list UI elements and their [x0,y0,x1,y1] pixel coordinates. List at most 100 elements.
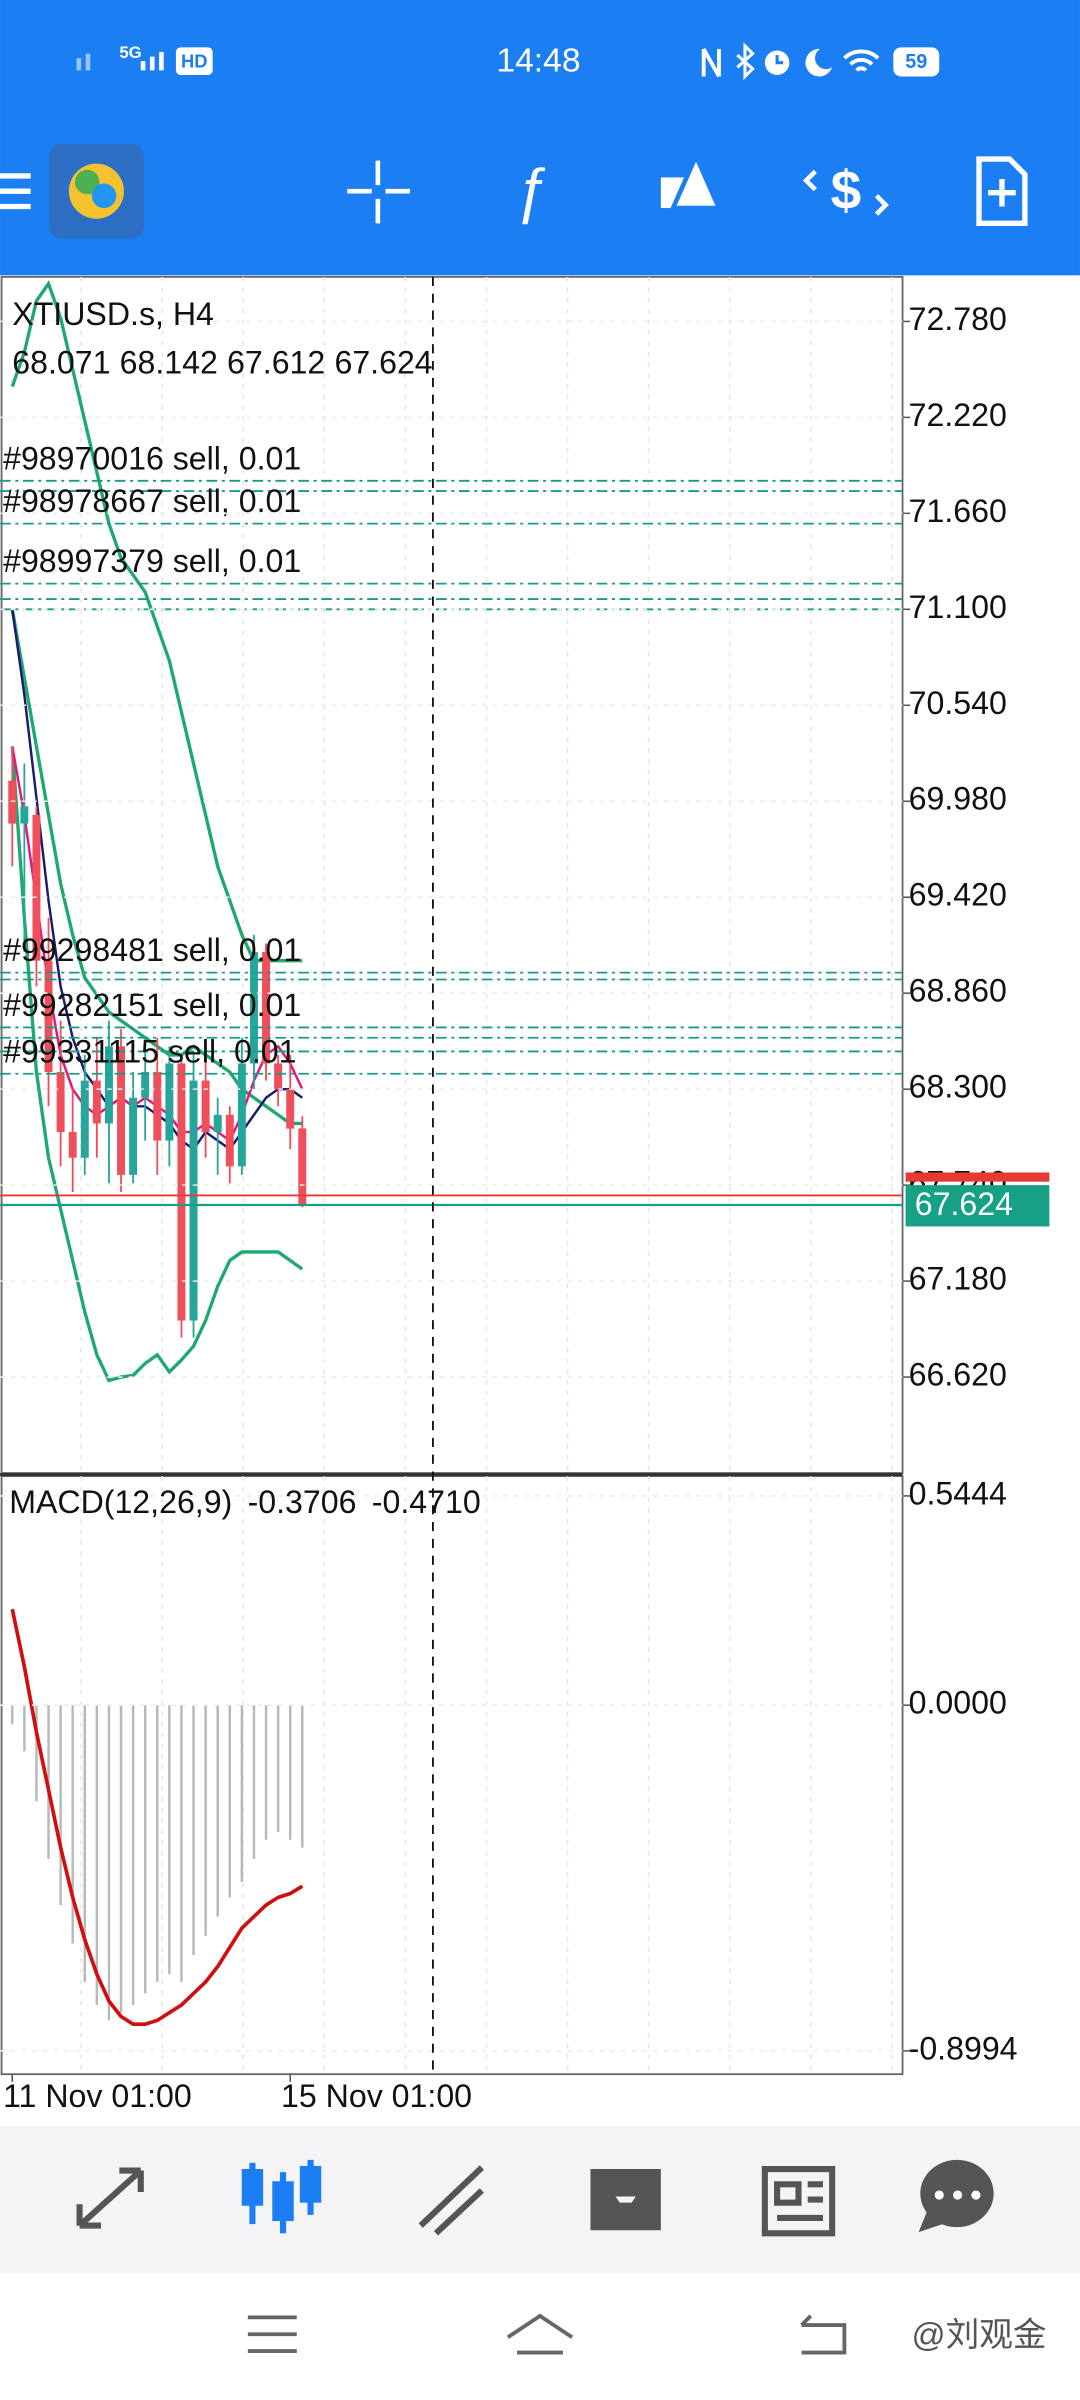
order-label: #99298481 sell, 0.01 [3,932,301,968]
macd-readout: MACD(12,26,9) -0.3706 -0.4710 [9,1485,480,1521]
toolbar: ƒ $ [0,143,1028,239]
header-bg [0,0,1080,276]
axes: 72.780 72.220 71.660 71.100 70.540 69.980 69.4… [0,301,1050,2114]
candle-body [141,1072,150,1098]
y-tick-label: -0.8994 [909,2030,1018,2066]
candle-body [56,1072,65,1133]
y-tick-label: 67.180 [909,1261,1007,1297]
candle-body [237,1063,246,1167]
histogram-bar [252,1705,256,1859]
histogram-bar [301,1705,304,1848]
candle-body [104,1046,113,1124]
candle-body [213,1114,222,1133]
histogram-bar [276,1705,280,1833]
y-tick-label: 72.220 [909,397,1007,433]
indicator-line [10,1608,304,2027]
home-button[interactable] [506,2313,574,2355]
x-tick-label: 15 Nov 01:00 [281,2078,472,2114]
histogram-bar [71,1705,74,1944]
trade-button[interactable]: $ [831,159,862,221]
histogram-bar [180,1705,183,1982]
candle-body [117,1046,126,1175]
histogram-bar [23,1705,26,1752]
battery-level: 59 [905,51,927,73]
network: 5G [119,43,141,62]
candle-body [298,1128,307,1206]
candle-body [20,806,29,824]
y-tick-label: 68.300 [909,1069,1007,1105]
ohlc-readout: 68.071 68.142 67.612 67.624 [12,345,432,381]
histogram-bar [143,1705,147,1994]
candle-body [225,1114,234,1167]
candle-body [249,952,258,1064]
y-tick-label: 0.5444 [909,1475,1007,1511]
candle-body [80,1080,89,1158]
histogram-bar [35,1705,38,1802]
histogram-bar [59,1705,62,1906]
open: 68.071 [12,345,110,381]
y-tick-label: 71.660 [909,493,1007,529]
objects-button[interactable] [660,150,723,211]
macd-panel [0,1475,904,2076]
histogram-bar [192,1705,195,1956]
candle-body [32,814,41,961]
histogram-bar [288,1705,292,1840]
indicator-line [10,746,304,1383]
back-button[interactable] [800,2314,847,2355]
bottom-nav [0,2126,1080,2274]
menu-button[interactable] [0,173,31,210]
ask-marker [905,1172,1050,1182]
candle-body [153,1072,162,1141]
y-tick-label: 66.620 [909,1357,1007,1393]
crosshair-button[interactable] [347,160,410,224]
candle-body [177,1063,186,1321]
indicators-button[interactable]: ƒ [514,155,548,224]
status-bar: 5G HD 14:48 59 [76,42,940,81]
candle-body [44,960,53,1073]
candle-body [262,952,271,1064]
histogram-bar [216,1705,219,1917]
order-label: #98970016 sell, 0.01 [3,440,301,476]
candle-body [201,1080,210,1133]
recents-button[interactable] [247,2315,297,2353]
close: 67.624 [334,345,432,381]
clock: 14:48 [496,43,580,80]
y-tick-label: 0.0000 [909,1685,1007,1721]
y-tick-label: 68.860 [909,973,1007,1009]
chat-tab[interactable] [918,2159,994,2233]
new-order-button[interactable] [976,156,1028,227]
macd-main: -0.3706 [248,1485,357,1521]
y-tick-label: 72.780 [909,301,1007,337]
macd-plot [10,1608,304,2027]
histogram-bar [204,1705,207,1936]
macd-title: MACD(12,26,9) [9,1485,232,1521]
chart-tab[interactable] [241,2159,322,2234]
y-tick-label: 70.540 [909,685,1007,721]
histogram-bar [119,1705,123,2013]
candle-body [8,780,17,824]
histogram-bar [107,1705,111,2021]
system-nav [247,2313,847,2355]
macd-signal: -0.4710 [372,1485,481,1521]
candle-body [189,1080,198,1321]
bid-label-bg [905,1185,1050,1227]
histogram-bar [168,1705,171,1975]
news-tab[interactable] [761,2165,836,2237]
watermark: @刘观金 [911,2316,1046,2354]
histogram-bar [83,1705,87,1982]
low: 67.612 [227,345,325,381]
candle-body [165,1063,174,1141]
price-plot: #98970016 sell, 0.01#98978667 sell, 0.01… [0,280,903,1383]
quotes-tab[interactable] [76,2167,144,2229]
order-label: #99331115 sell, 0.01 [3,1033,296,1069]
nav-icons [76,2159,994,2237]
histogram-bar [228,1705,232,1898]
hd-badge: HD [181,51,207,72]
x-tick-label: 11 Nov 01:00 [3,2078,192,2114]
high: 68.142 [120,345,218,381]
histogram-bar [11,1705,14,1725]
trade-tab[interactable] [418,2165,484,2236]
history-tab[interactable] [590,2169,661,2231]
bid-label: 67.624 [915,1186,1013,1222]
candle-body [129,1097,138,1175]
